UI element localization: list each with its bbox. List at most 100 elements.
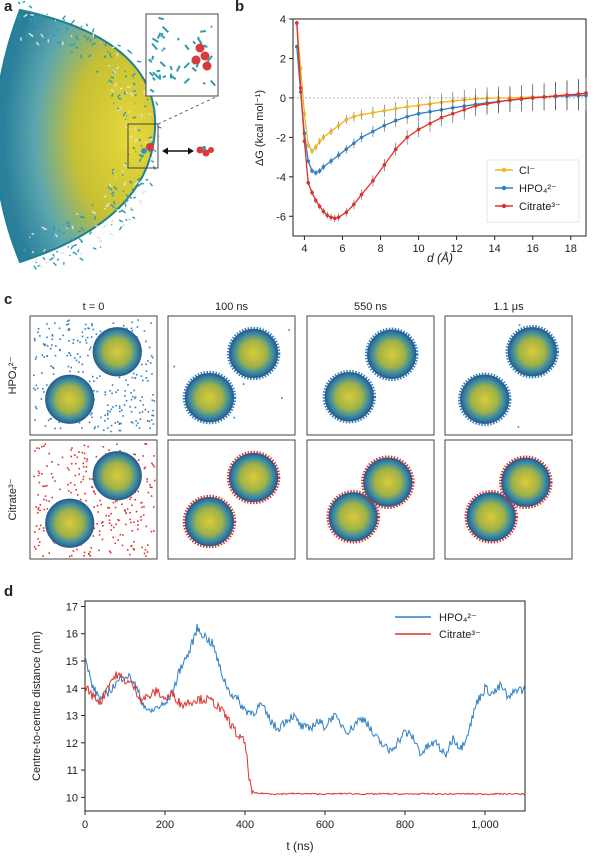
panel-c-free-ion [88,380,91,383]
panel-c-snapshot-frame [29,439,158,560]
ligand-stick [56,258,60,261]
panel-c-free-ion [99,499,101,502]
panel-b-data-point [530,96,535,100]
panel-c-free-ion [133,548,135,551]
panel-b-data-point [359,192,364,197]
panel-c-free-ion [52,476,54,479]
ligand-stick [74,252,78,256]
panel-d-legend-label: HPO₄²⁻ [439,612,477,624]
panel-b-data-point [344,147,349,151]
panel-c-free-ion [116,421,119,423]
panel-c-free-ion [46,323,48,325]
panel-c-free-ion [43,508,46,511]
ligand-stick [91,28,95,33]
panel-c-free-ion [120,422,122,425]
ligand-stick [103,195,107,198]
panel-c-snapshots: t = 0 100 ns 550 ns 1.1 μs HPO₄²⁻ Citrate³⁻ [7,301,573,560]
panel-c-free-ion [91,486,94,489]
inset-ligand-stick [183,77,190,85]
panel-c-free-ion [81,335,84,338]
panel-b-data-point [298,86,303,90]
ligand-stick [86,37,90,42]
panel-c-free-ion [124,395,126,397]
panel-c-free-ion [138,427,141,429]
panel-c-free-ion [59,338,62,340]
panel-c-free-ion [54,354,57,357]
panel-c-free-ion [109,389,111,392]
panel-c-free-ion [46,508,49,510]
ligand-stick [80,226,85,232]
panel-c-free-ion [75,359,78,362]
ligand-stick [140,182,145,185]
ligand-stick [17,1,21,5]
panel-b-ytick-label: 0 [280,93,286,105]
ligand-stick [148,136,153,139]
ligand-stick [72,243,78,247]
ligand-stick [103,55,107,59]
panel-c-free-ion [34,531,36,533]
ion-molecule [141,143,154,154]
panel-c-free-ion [68,319,70,322]
inset-ligand-stick [148,71,154,77]
panel-c-free-ion [140,519,143,521]
panel-b-ytick-label: 2 [280,53,286,65]
panel-c-free-ion [87,354,89,357]
panel-c-free-ion [281,397,283,399]
panel-c-free-ion [85,342,88,344]
panel-c-free-ion [91,478,93,480]
panel-b-xtick-label: 12 [450,243,462,255]
panel-c-free-ion [48,500,50,503]
panel-c-free-ion [81,451,84,454]
panel-c-free-ion [55,345,57,347]
panel-b-data-point [451,111,455,116]
inset-ligand-stick [160,32,164,38]
ligand-stick [91,42,96,46]
panel-b-data-point [310,169,314,173]
panel-c-free-ion [93,380,95,382]
panel-c-free-ion [87,552,90,555]
inset-ligand-stick [169,74,177,80]
panel-b-ytick-label: 4 [280,14,286,26]
ligand-stick [132,82,136,86]
panel-c-free-ion [130,545,133,548]
panel-c-free-ion [93,527,96,529]
panel-c-free-ion [153,479,156,482]
panel-c-free-ion [117,539,120,541]
ligand-stick [103,207,107,210]
panel-c-free-ion [35,525,38,527]
panel-c-free-ion [98,549,100,552]
panel-d-ytick-label: 17 [66,601,78,613]
panel-c-free-ion [43,485,46,488]
ligand-stick [143,90,146,95]
panel-b-data-point [416,111,421,116]
panel-c-free-ion [135,424,138,427]
panel-c-time-label: 550 ns [354,301,388,313]
panel-c-free-ion [151,462,153,465]
panel-c-nanoparticle [501,457,551,507]
panel-c-free-ion [150,419,153,421]
ligand-stick [44,261,50,265]
panel-c-free-ion [70,491,72,494]
panel-c-free-ion [43,356,45,358]
panel-c-free-ion [39,524,42,527]
panel-c-free-ion [38,472,41,475]
panel-c-free-ion [100,416,102,419]
panel-c-free-ion [517,426,520,428]
ligand-stick [121,170,124,173]
panel-c-adsorbed-ions [322,369,377,424]
panel-c-free-ion [108,515,110,517]
panel-c-free-ion [118,422,121,425]
panel-label-c: c [4,291,13,308]
panel-c-free-ion [43,498,45,501]
panel-c-free-ion [36,387,39,390]
panel-c-free-ion [79,498,82,501]
ligand-stick [46,232,50,236]
panel-c-free-ion [67,490,70,492]
panel-c-free-ion [97,511,99,513]
panel-c-free-ion [68,555,71,558]
panel-c-free-ion [135,420,137,422]
panel-c-free-ion [121,544,124,547]
panel-c-free-ion [129,405,132,408]
panel-c-adsorbed-ions [182,370,237,425]
panel-c-free-ion [145,363,147,366]
